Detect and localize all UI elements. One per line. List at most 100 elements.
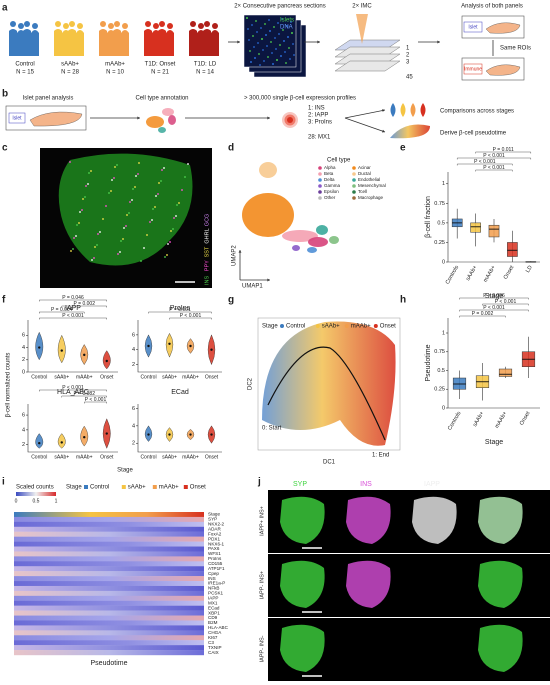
tissue-dot <box>277 22 279 24</box>
median-dot <box>83 436 86 439</box>
tissue-dot <box>248 39 250 41</box>
tissue-dot <box>250 61 252 63</box>
cell-dot <box>154 206 156 208</box>
tissue-dot <box>279 44 281 46</box>
p-value: P = 0.006 <box>483 293 505 299</box>
row-label: XBP1 <box>208 610 220 615</box>
tissue-dot <box>284 51 286 53</box>
cell-dot <box>117 253 119 255</box>
group-n: N = 10 <box>106 70 125 76</box>
median-dot <box>168 342 171 345</box>
y-tick-label: 6 <box>132 406 135 412</box>
tissue-dot <box>255 20 257 22</box>
tag: Islet <box>12 115 22 121</box>
cell-dot <box>178 202 180 204</box>
row-label: TXNIP <box>208 645 222 650</box>
violin <box>35 433 44 449</box>
cell-dot <box>113 177 115 179</box>
cell-dot <box>184 176 186 178</box>
axis-label: Stage <box>485 439 503 446</box>
cell-dot <box>78 222 80 224</box>
legend-swatch <box>352 190 356 194</box>
scale-tick: 0.5 <box>33 498 40 504</box>
group-name: T1D: LD <box>194 62 217 68</box>
person-head <box>212 23 218 29</box>
cell-dot <box>79 211 81 213</box>
heatmap-row <box>14 541 204 547</box>
row-label: MX1 <box>208 600 218 605</box>
cell-dot <box>160 180 162 182</box>
median-dot <box>60 349 63 352</box>
column-label: INS <box>360 481 372 488</box>
person-head <box>24 21 30 27</box>
heatmap-row <box>14 561 204 567</box>
column-label: Composite <box>481 481 515 488</box>
mini-violin <box>410 103 416 117</box>
islet-image <box>58 153 193 266</box>
x-tick-label: Onset <box>100 374 114 380</box>
person-body <box>76 30 84 56</box>
median-dot <box>189 344 192 348</box>
legend-label: Control <box>90 485 109 491</box>
row-label: IAPP <box>208 596 218 601</box>
median-dot <box>168 433 171 436</box>
row-label: HLA-ABC <box>208 625 229 630</box>
tissue-dot <box>282 29 284 31</box>
y-tick-label: 1 <box>442 330 445 336</box>
cell-dot <box>73 237 75 239</box>
cell-dot <box>131 199 133 201</box>
tissue-dot <box>274 37 276 39</box>
legend-swatch <box>121 485 126 489</box>
tissue-dot <box>251 24 253 26</box>
tissue-stain <box>280 624 325 672</box>
axis-label: DC1 <box>323 460 336 466</box>
person-head <box>190 21 196 27</box>
cell-dot <box>85 185 87 187</box>
legend-swatch <box>344 324 349 328</box>
p-value: P = 0.002 <box>74 301 96 307</box>
person-head <box>122 23 128 29</box>
row-label: IAPP+ INS+ <box>259 506 265 536</box>
y-tick-label: 6 <box>22 413 25 419</box>
cell-dot <box>157 193 159 195</box>
channel-label: SST <box>204 246 210 257</box>
y-tick-label: 4 <box>22 345 25 351</box>
person-head <box>100 21 106 27</box>
legend-swatch <box>352 166 356 170</box>
box <box>507 242 518 257</box>
axis-label: β-cell fraction <box>425 196 432 238</box>
person-head <box>145 21 151 27</box>
box <box>470 222 481 233</box>
marker: 3: ProIns <box>308 120 332 126</box>
x-tick-label: Control <box>140 454 156 460</box>
legend-swatch <box>352 184 356 188</box>
x-tick-label: sAAb+ <box>162 374 177 380</box>
tissue-dot <box>273 26 275 28</box>
x-tick-label: Control <box>140 374 156 380</box>
p-bracket <box>39 299 107 302</box>
heatmap-row <box>14 521 204 527</box>
cell-dot <box>173 217 175 219</box>
x-tick-label: sAAb+ <box>54 374 69 380</box>
tissue-shape <box>485 22 521 34</box>
x-tick-label: mAAb+ <box>483 265 497 284</box>
arrow <box>344 109 386 119</box>
row-label: CHGA <box>208 630 222 635</box>
umap-cluster <box>316 225 328 235</box>
x-tick-label: Onset <box>205 374 219 380</box>
b-step: > 300,000 single β-cell expression profi… <box>244 96 356 102</box>
heatmap-row <box>14 635 204 641</box>
panel-label: c <box>2 143 8 154</box>
median-dot <box>105 432 108 435</box>
x-tick-label: mAAb+ <box>182 374 199 380</box>
cell-dot <box>158 182 160 184</box>
axis-label: Stage <box>117 468 133 474</box>
person-body <box>121 30 129 56</box>
person-head <box>153 23 159 29</box>
cell-dot <box>114 166 116 168</box>
cell-dot <box>167 243 169 245</box>
cell-dot <box>88 172 90 174</box>
heatmap-row <box>14 640 204 646</box>
person-head <box>18 23 24 29</box>
